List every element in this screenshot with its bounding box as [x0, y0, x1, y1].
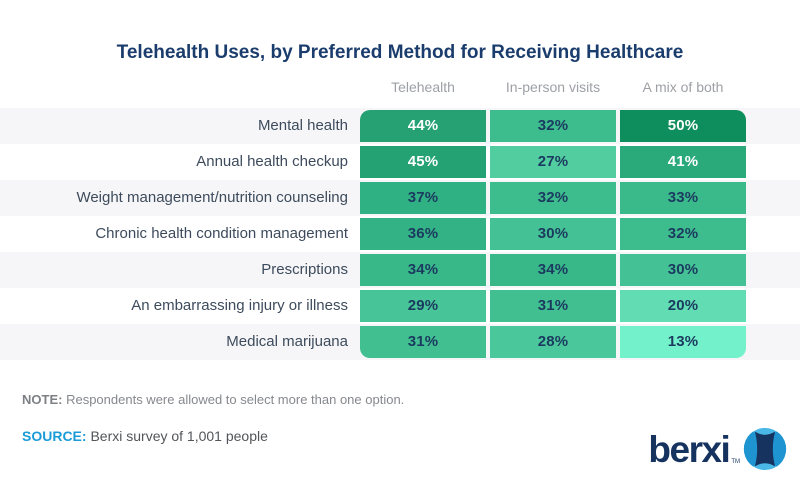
header-spacer — [0, 79, 356, 95]
table-row: Mental health 44% 32% 50% — [0, 107, 800, 144]
heatmap-cell: 32% — [620, 217, 746, 250]
heatmap-cell: 32% — [490, 109, 616, 142]
heatmap-table: Mental health 44% 32% 50% Annual health … — [0, 107, 800, 360]
heatmap-cell: 32% — [490, 181, 616, 214]
berxi-logo-icon — [742, 426, 788, 472]
heatmap-cell: 31% — [490, 289, 616, 322]
heatmap-cell: 45% — [360, 145, 486, 178]
heatmap-cell: 30% — [620, 253, 746, 286]
row-label: Annual health checkup — [196, 153, 348, 171]
heatmap-cell: 20% — [620, 289, 746, 322]
table-row: Weight management/nutrition counseling 3… — [0, 179, 800, 216]
note-body: Respondents were allowed to select more … — [66, 392, 405, 407]
source-label: SOURCE: — [22, 428, 87, 444]
heatmap-cell: 34% — [490, 253, 616, 286]
source-text: SOURCE: Berxi survey of 1,001 people — [22, 428, 268, 444]
heatmap-cell: 13% — [620, 325, 746, 358]
heatmap-cell: 29% — [360, 289, 486, 322]
heatmap-cell: 37% — [360, 181, 486, 214]
berxi-wordmark: berxi — [648, 428, 730, 470]
table-row: Annual health checkup 45% 27% 41% — [0, 144, 800, 180]
berxi-logo: berxi TM — [648, 426, 788, 472]
row-label: Weight management/nutrition counseling — [76, 189, 348, 207]
heatmap-cell: 28% — [490, 325, 616, 358]
heatmap-cell: 50% — [620, 109, 746, 142]
note-text: NOTE: Respondents were allowed to select… — [22, 392, 404, 407]
row-label: Prescriptions — [261, 261, 348, 279]
heatmap-cell: 30% — [490, 217, 616, 250]
row-label: Medical marijuana — [226, 333, 348, 351]
column-header-in-person-visits: In-person visits — [505, 78, 601, 95]
heatmap-cell: 27% — [490, 145, 616, 178]
note-label: NOTE: — [22, 392, 63, 407]
table-row: An embarrassing injury or illness 29% 31… — [0, 288, 800, 324]
row-label: An embarrassing injury or illness — [131, 297, 348, 315]
column-header-mix-of-both: A mix of both — [642, 78, 724, 95]
heatmap-cell: 33% — [620, 181, 746, 214]
heatmap-cell: 31% — [360, 325, 486, 358]
column-header-telehealth: Telehealth — [391, 78, 455, 95]
source-body: Berxi survey of 1,001 people — [90, 428, 268, 444]
row-label: Mental health — [257, 117, 348, 135]
column-headers: Telehealth In-person visits A mix of bot… — [0, 79, 800, 95]
heatmap-cell: 36% — [360, 217, 486, 250]
table-row: Prescriptions 34% 34% 30% — [0, 251, 800, 288]
heatmap-cell: 34% — [360, 253, 486, 286]
table-row: Medical marijuana 31% 28% 13% — [0, 323, 800, 360]
trademark-symbol: TM — [731, 459, 740, 465]
heatmap-cell: 41% — [620, 145, 746, 178]
row-label: Chronic health condition management — [95, 225, 348, 243]
heatmap-cell: 44% — [360, 109, 486, 142]
chart-title: Telehealth Uses, by Preferred Method for… — [116, 42, 684, 63]
table-row: Chronic health condition management 36% … — [0, 216, 800, 252]
